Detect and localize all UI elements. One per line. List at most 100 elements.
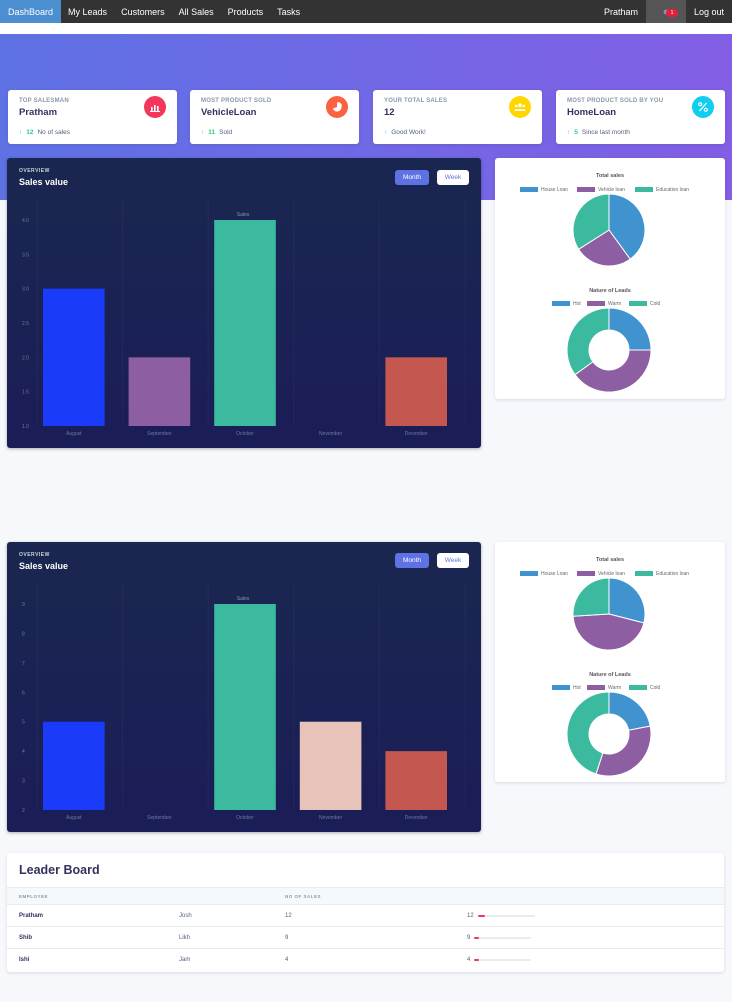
leader-row: Ishi Jam 4 4 xyxy=(7,949,724,971)
stat-note: Since last month xyxy=(581,129,630,136)
legend-label: Hot xyxy=(573,301,581,307)
employee-manager: Jam xyxy=(179,957,191,963)
pie-slice[interactable] xyxy=(574,349,652,393)
arrow-up-icon: ↑ xyxy=(19,129,23,136)
month-button[interactable]: Month xyxy=(395,170,429,185)
bar[interactable] xyxy=(43,288,105,426)
legend-swatch xyxy=(552,301,570,306)
x-tick-label: September xyxy=(147,815,172,821)
legend-label: Cold xyxy=(650,301,661,307)
pie-slice[interactable] xyxy=(608,193,646,260)
arrow-up-icon: ↑ xyxy=(384,129,388,136)
y-tick-label: 2.5 xyxy=(22,321,29,327)
x-tick-label: November xyxy=(319,815,342,821)
legend-label: Vehicle loan xyxy=(598,571,625,577)
bar[interactable] xyxy=(385,357,447,426)
pie-slice[interactable] xyxy=(608,307,652,351)
employee-manager: Likh xyxy=(179,935,191,941)
pie-panel-2: Total sales House Loan Vehicle loan Educati… xyxy=(495,542,725,782)
nav-products[interactable]: Products xyxy=(227,6,264,17)
x-tick-label: October xyxy=(236,815,254,821)
employee-sales: 12 xyxy=(285,913,292,919)
notification-badge: 1 xyxy=(665,9,678,17)
week-button[interactable]: Week xyxy=(437,170,469,185)
legend-label: Education loan xyxy=(656,571,689,577)
y-tick-label: 9 xyxy=(22,602,25,608)
employee-manager: Josh xyxy=(179,913,192,919)
bar[interactable] xyxy=(128,357,191,426)
pie-slice[interactable] xyxy=(572,193,610,250)
panel-title: Sales value xyxy=(19,561,69,571)
week-button[interactable]: Week xyxy=(437,553,469,568)
pie-slice[interactable] xyxy=(572,577,610,617)
pie-slice[interactable] xyxy=(566,691,610,775)
y-tick-label: 3.5 xyxy=(22,252,29,258)
legend-label: Cold xyxy=(650,685,661,691)
y-tick-label: 4.0 xyxy=(22,218,29,224)
legend-label: House Loan xyxy=(541,571,568,577)
logout-link[interactable]: Log out xyxy=(693,6,724,17)
legend-label: Education loan xyxy=(656,187,689,193)
bar[interactable] xyxy=(385,751,447,810)
chart-title: Sales xyxy=(237,212,250,218)
header-spacer xyxy=(0,23,732,34)
stat-card-top-salesman: TOP SALESMAN Pratham ↑ 12 No of sales xyxy=(8,90,177,144)
legend-swatch xyxy=(552,685,570,690)
bar[interactable] xyxy=(214,220,276,426)
pie-slice[interactable] xyxy=(572,613,645,651)
progress-value: 12 xyxy=(467,913,474,919)
nav-customers[interactable]: Customers xyxy=(121,6,165,17)
y-tick-label: 4 xyxy=(22,749,25,755)
employee-name: Shib xyxy=(19,935,32,941)
nav-tasks[interactable]: Tasks xyxy=(277,6,301,17)
pie-slice[interactable] xyxy=(595,725,652,777)
x-tick-label: December xyxy=(405,815,428,821)
nav-my-leads[interactable]: My Leads xyxy=(68,6,108,17)
x-tick-label: October xyxy=(236,431,254,437)
y-tick-label: 3 xyxy=(22,779,25,785)
stat-delta: 5 xyxy=(574,129,578,136)
pie-charts: Total sales House Loan Vehicle loan Educati… xyxy=(520,173,689,393)
sales-value-panel-1: OVERVIEW Sales value Month Week Sales 4.0… xyxy=(7,158,481,448)
pie-title-total: Total sales xyxy=(596,173,624,179)
chart-title: Sales xyxy=(237,596,250,602)
arrow-up-icon: ↑ xyxy=(567,129,571,136)
month-button[interactable]: Month xyxy=(395,553,429,568)
y-tick-label: 5 xyxy=(22,720,25,726)
stat-card-total-sales: YOUR TOTAL SALES 12 ↑ Good Work! xyxy=(373,90,542,144)
legend-label: Vehicle loan xyxy=(598,187,625,193)
chart-pie-icon xyxy=(326,96,348,118)
pie-slice[interactable] xyxy=(577,229,631,267)
nav-all-sales[interactable]: All Sales xyxy=(178,6,214,17)
notifications-button[interactable]: ● 1 xyxy=(645,0,686,23)
header-employee: EMPLOYEE xyxy=(19,894,49,899)
stat-card-product-sold-by-you: MOST PRODUCT SOLD BY YOU HomeLoan ↑ 5 Sinc… xyxy=(556,90,725,144)
panel-title: Sales value xyxy=(19,177,69,187)
legend-label: Warm xyxy=(608,685,621,691)
panel-overline: OVERVIEW xyxy=(19,168,50,174)
bar[interactable] xyxy=(299,721,362,810)
legend-swatch xyxy=(587,685,605,690)
stat-value: Pratham xyxy=(19,107,58,118)
stat-card-most-product-sold: MOST PRODUCT SOLD VehicleLoan ↑ 11 Sold xyxy=(190,90,359,144)
y-tick-label: 2.0 xyxy=(22,355,29,361)
bar[interactable] xyxy=(214,604,276,810)
bar[interactable] xyxy=(43,721,105,810)
pie-slice[interactable] xyxy=(608,577,646,624)
stat-value: HomeLoan xyxy=(567,107,617,118)
y-tick-label: 3.0 xyxy=(22,287,29,293)
legend-swatch xyxy=(587,301,605,306)
nav-user-name[interactable]: Pratham xyxy=(603,6,638,17)
progress-value: 4 xyxy=(467,957,471,963)
x-tick-label: August xyxy=(66,431,82,437)
pie-title-nature: Nature of Leads xyxy=(589,288,631,294)
stat-note: No of sales xyxy=(37,129,71,136)
pie-slice[interactable] xyxy=(566,307,610,376)
users-icon xyxy=(509,96,531,118)
leader-board-header: EMPLOYEE NO OF SALES xyxy=(7,887,724,905)
legend-swatch xyxy=(577,187,595,192)
sales-bar-chart: Sales 9 8 7 6 5 4 3 2 August September October Novem… xyxy=(22,584,466,821)
nav-dashboard[interactable]: DashBoard xyxy=(0,0,62,23)
pie-slice[interactable] xyxy=(608,691,651,731)
x-tick-label: September xyxy=(147,431,172,437)
